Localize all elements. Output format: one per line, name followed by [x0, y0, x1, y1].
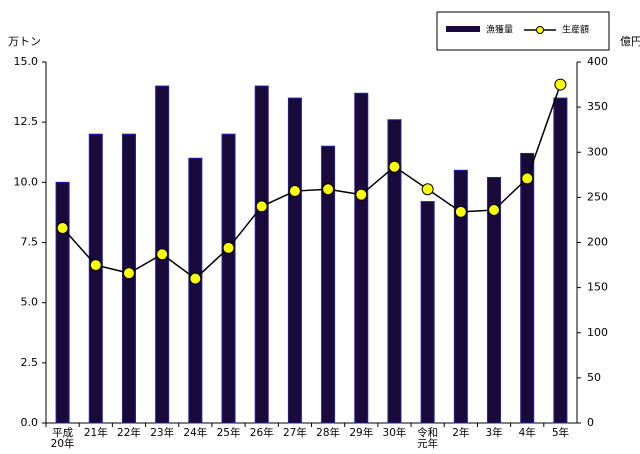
x-tick-label: 24年: [183, 427, 208, 439]
y-tick-label: 12.5: [14, 115, 39, 128]
point: [521, 172, 534, 185]
x-tick-label: 2年: [452, 427, 470, 439]
legend-label: 生産額: [562, 24, 589, 36]
bar: [387, 119, 402, 424]
point: [355, 188, 368, 201]
bar: [88, 133, 103, 424]
y2-tick-label: 150: [587, 281, 608, 294]
x-tick-label: 27年: [282, 427, 307, 439]
x-tick-label: 令和元年: [417, 427, 439, 450]
x-tick-label: 3年: [485, 427, 503, 439]
bar: [55, 181, 70, 424]
point: [156, 248, 169, 261]
bar: [420, 201, 435, 424]
x-tick-label: 26年: [249, 427, 274, 439]
point: [255, 200, 268, 213]
point: [189, 272, 202, 285]
y-tick-label: 0.0: [21, 416, 39, 429]
bar: [188, 157, 203, 424]
x-tick-label: 22年: [117, 427, 141, 439]
bar: [453, 169, 468, 424]
point: [388, 160, 401, 173]
bar: [553, 97, 568, 424]
x-tick-label: 29年: [349, 427, 374, 439]
point: [122, 267, 135, 280]
y-tick-label: 10.0: [14, 175, 39, 188]
y2-tick-label: 400: [587, 55, 608, 68]
point: [488, 204, 501, 217]
y-tick-label: 5.0: [21, 296, 39, 309]
bar: [254, 85, 269, 424]
x-tick-label: 28年: [316, 427, 341, 439]
x-tick-label: 平成20年: [50, 427, 75, 450]
point: [454, 205, 467, 218]
x-tick-label: 4年: [518, 427, 536, 439]
y2-tick-label: 100: [587, 326, 608, 339]
bar: [487, 177, 502, 424]
legend-marker: [536, 26, 544, 34]
y-tick-label: 2.5: [21, 356, 39, 369]
point: [421, 183, 434, 196]
y2-tick-label: 350: [587, 100, 608, 113]
y2-tick-label: 250: [587, 190, 608, 203]
point: [222, 241, 235, 254]
y-unit: 万トン: [8, 35, 41, 48]
legend-swatch: [446, 26, 480, 32]
line: [62, 84, 562, 280]
bar: [221, 133, 236, 424]
bar: [321, 145, 336, 424]
y2-tick-label: 0: [587, 416, 594, 429]
point: [89, 259, 102, 272]
x-tick-label: 23年: [150, 427, 175, 439]
y2-tick-label: 200: [587, 236, 608, 249]
point: [288, 185, 301, 198]
x-tick-label: 21年: [83, 427, 108, 439]
bar: [354, 92, 369, 424]
point: [56, 222, 69, 235]
y2-unit: 億円: [620, 35, 640, 48]
y2-tick-label: 50: [587, 371, 601, 384]
point: [322, 183, 335, 196]
x-tick-label: 5年: [551, 427, 569, 439]
x-tick-label: 25年: [216, 427, 241, 439]
legend-label: 漁獲量: [486, 24, 513, 36]
y-tick-label: 7.5: [21, 236, 39, 249]
bar: [287, 97, 302, 424]
y-tick-label: 15.0: [14, 55, 39, 68]
bar: [520, 152, 535, 424]
y2-tick-label: 300: [587, 145, 608, 158]
point: [554, 78, 567, 91]
x-tick-label: 30年: [382, 427, 407, 439]
